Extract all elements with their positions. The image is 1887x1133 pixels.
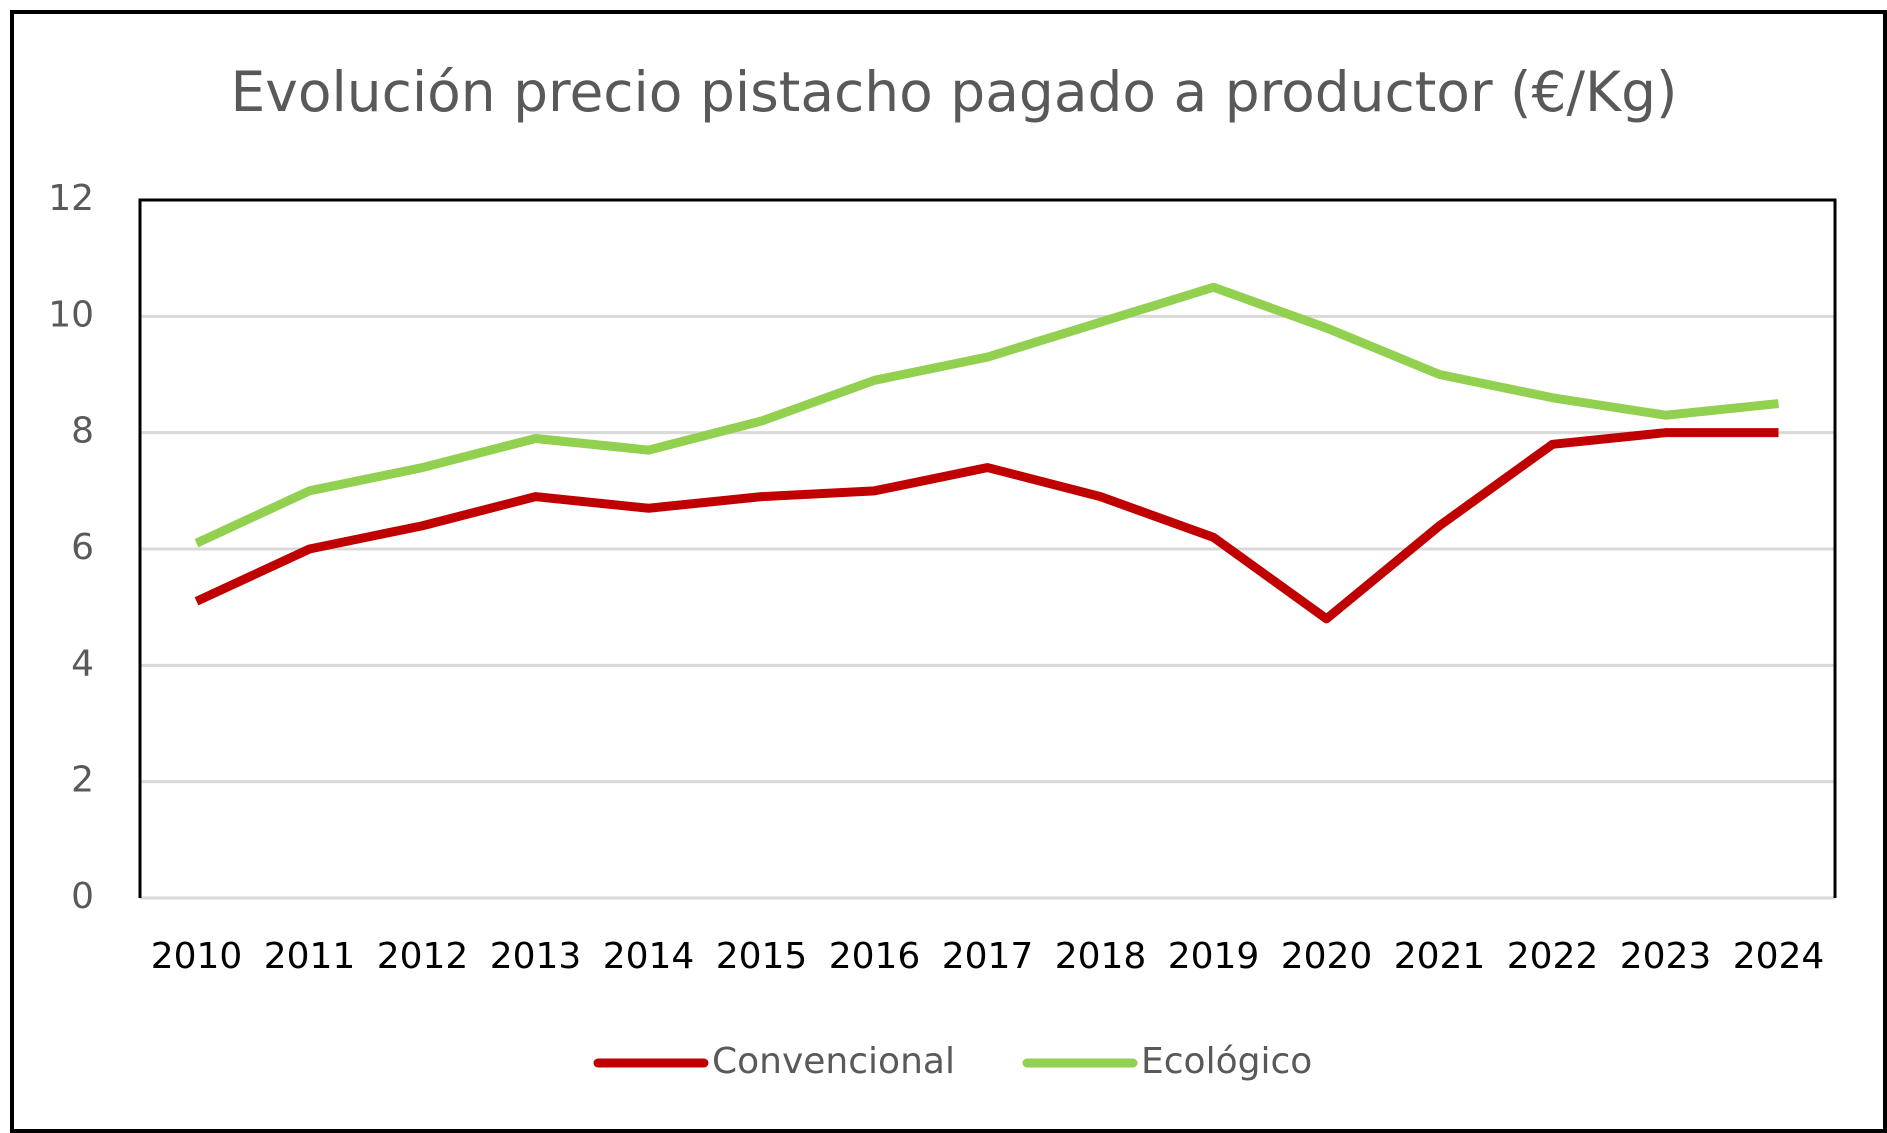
x-tick-label: 2017 — [942, 936, 1034, 977]
x-tick-label: 2015 — [716, 936, 808, 977]
x-tick-label: 2011 — [264, 936, 356, 977]
y-tick-label: 12 — [48, 178, 94, 219]
x-tick-label: 2014 — [603, 936, 695, 977]
chart-title: Evolución precio pistacho pagado a produ… — [231, 60, 1678, 124]
x-tick-label: 2018 — [1055, 936, 1147, 977]
series-line — [194, 428, 1779, 624]
x-tick-label: 2022 — [1507, 936, 1599, 977]
x-tick-label: 2012 — [377, 936, 469, 977]
y-tick-label: 8 — [71, 411, 94, 452]
legend-label: Ecológico — [1141, 1041, 1312, 1082]
plot-frame — [138, 198, 1837, 898]
x-tick-label: 2010 — [151, 936, 243, 977]
series-line — [194, 282, 1779, 548]
x-tick-label: 2021 — [1394, 936, 1486, 977]
x-tick-label: 2023 — [1620, 936, 1712, 977]
legend-label: Convencional — [712, 1041, 955, 1082]
y-tick-label: 6 — [71, 527, 94, 568]
y-tick-label: 0 — [71, 876, 94, 917]
x-tick-label: 2024 — [1733, 936, 1825, 977]
x-tick-label: 2019 — [1168, 936, 1260, 977]
y-tick-label: 4 — [71, 643, 94, 684]
x-tick-label: 2020 — [1281, 936, 1373, 977]
x-tick-label: 2013 — [490, 936, 582, 977]
y-tick-label: 2 — [71, 760, 94, 801]
y-tick-label: 10 — [48, 294, 94, 335]
x-tick-label: 2016 — [829, 936, 921, 977]
